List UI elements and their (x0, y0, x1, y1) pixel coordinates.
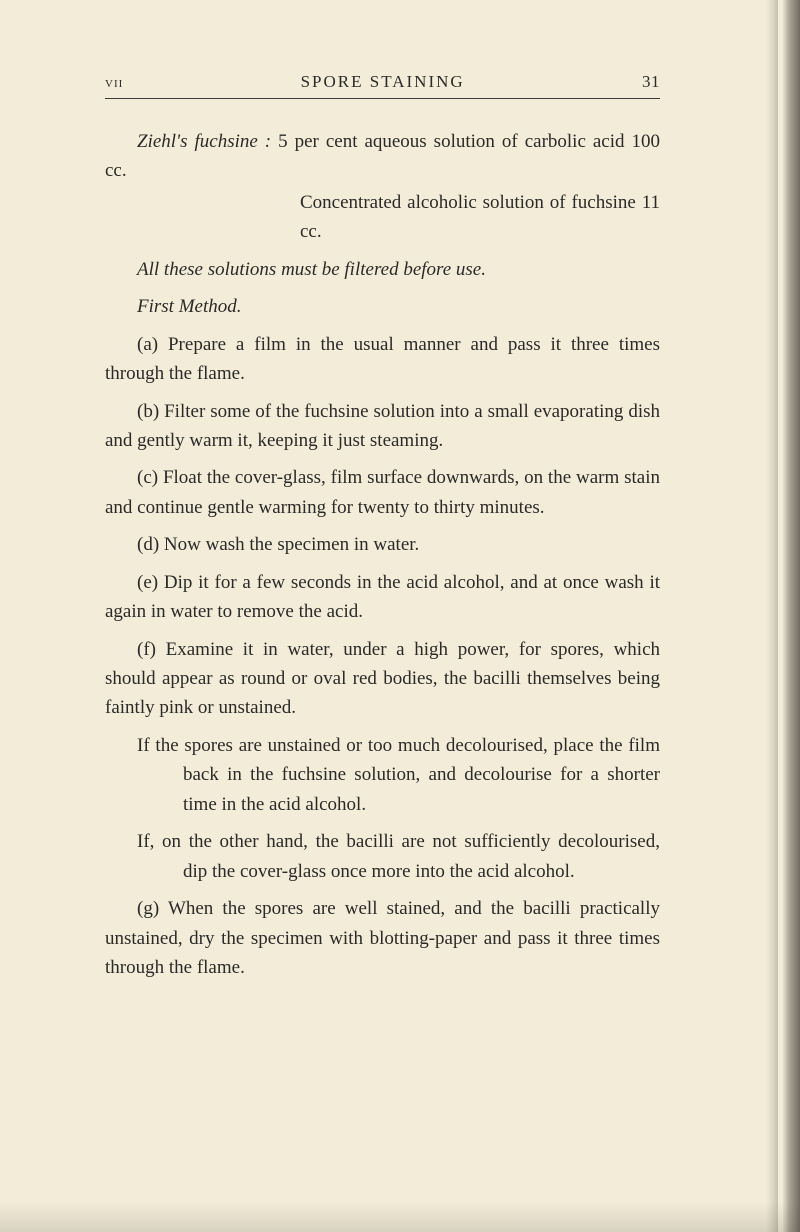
step-g: (g) When the spores are well stained, an… (105, 894, 660, 982)
first-method-heading: First Method. (105, 292, 660, 321)
step-c: (c) Float the cover-glass, film surface … (105, 463, 660, 522)
filter-note: All these solutions must be filtered bef… (105, 255, 660, 284)
body-text: Ziehl's fuchsine : 5 per cent aqueous so… (105, 127, 660, 982)
step-d: (d) Now wash the specimen in water. (105, 530, 660, 559)
header-title: SPORE STAINING (301, 72, 465, 92)
page-gutter-shadow-inner (766, 0, 778, 1232)
page-bottom-shadow (0, 1202, 800, 1232)
header-chapter-number: vii (105, 75, 123, 92)
header-page-number: 31 (642, 72, 660, 92)
intro-line-2: Concentrated alcoholic solution of fuchs… (105, 188, 660, 247)
running-header: vii SPORE STAINING 31 (105, 72, 660, 92)
intro-lead-italic: Ziehl's fuchsine : (137, 131, 271, 152)
step-f: (f) Examine it in water, under a high po… (105, 635, 660, 723)
if-block-1: If the spores are unstained or too much … (105, 731, 660, 819)
header-divider (105, 98, 660, 99)
page-gutter-shadow (782, 0, 800, 1232)
page: vii SPORE STAINING 31 Ziehl's fuchsine :… (0, 0, 800, 1232)
step-a: (a) Prepare a film in the usual manner a… (105, 330, 660, 389)
step-e: (e) Dip it for a few seconds in the acid… (105, 568, 660, 627)
step-b: (b) Filter some of the fuchsine solution… (105, 397, 660, 456)
intro-line-1: Ziehl's fuchsine : 5 per cent aqueous so… (105, 127, 660, 186)
if-block-2: If, on the other hand, the bacilli are n… (105, 827, 660, 886)
